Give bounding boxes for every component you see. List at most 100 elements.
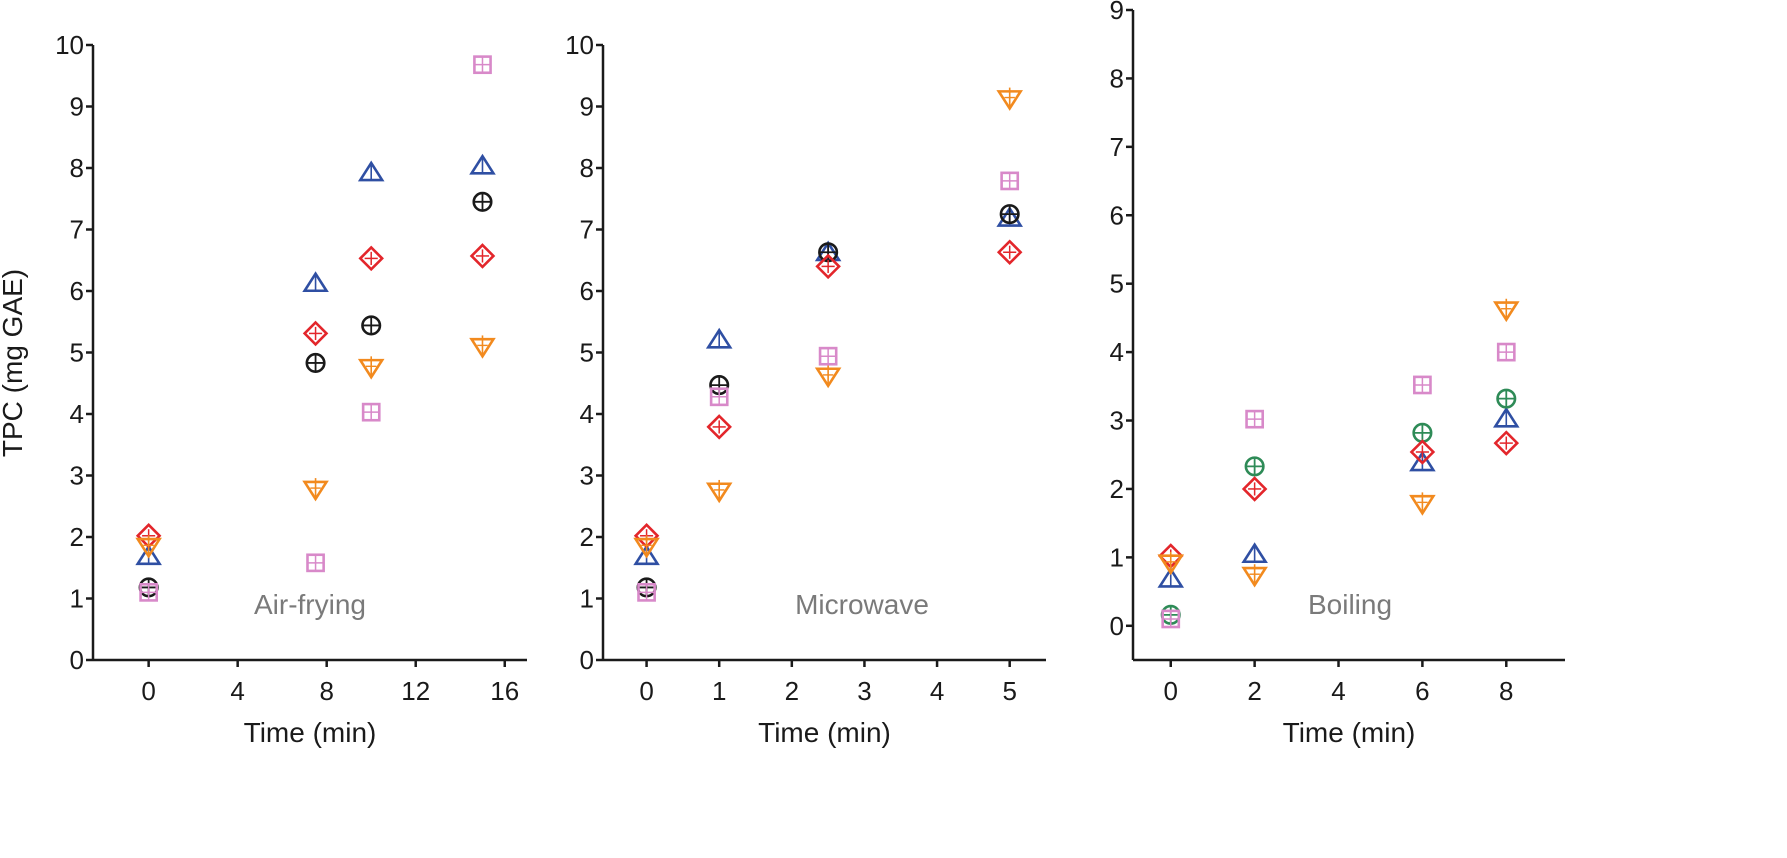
air-frying-point-circle <box>472 191 493 212</box>
microwave-y-tick-label: 5 <box>580 338 594 368</box>
boiling-panel-label: Boiling <box>1308 589 1392 620</box>
microwave-y-tick-label: 6 <box>580 276 594 306</box>
air-frying-point-square <box>306 553 325 573</box>
air-frying-x-tick-label: 4 <box>230 676 244 706</box>
panel-boiling: 01234567891002468Time (min)Boiling <box>1110 0 1565 748</box>
air-frying-x-axis-title: Time (min) <box>244 717 377 748</box>
microwave-x-tick-label: 2 <box>785 676 799 706</box>
air-frying-point-triangle-up <box>469 153 496 175</box>
microwave-point-circle <box>818 242 839 263</box>
microwave-point-triangle-down <box>705 479 733 504</box>
boiling-point-triangle-up <box>1241 542 1268 564</box>
boiling-point-diamond <box>1493 430 1520 456</box>
boiling-point-circle <box>1244 456 1265 477</box>
air-frying-panel-label: Air-frying <box>254 589 366 620</box>
boiling-x-tick-label: 4 <box>1331 676 1345 706</box>
microwave-point-square <box>818 346 838 366</box>
air-frying-y-tick-label: 4 <box>70 399 84 429</box>
microwave-y-tick-label: 3 <box>580 461 594 491</box>
microwave-x-axis-title: Time (min) <box>758 717 891 748</box>
boiling-point-diamond <box>1409 439 1436 465</box>
microwave-x-tick-label: 1 <box>712 676 726 706</box>
air-frying-y-tick-label: 6 <box>70 276 84 306</box>
boiling-y-tick-label: 2 <box>1110 474 1124 504</box>
boiling-y-tick-label: 6 <box>1110 200 1124 230</box>
air-frying-point-triangle-down <box>469 335 496 359</box>
air-frying-point-diamond <box>358 245 384 272</box>
y-axis-title: TPC (mg GAE) <box>0 269 28 457</box>
air-frying-point-circle <box>305 352 326 373</box>
microwave-y-tick-label: 4 <box>580 399 594 429</box>
boiling-point-square <box>1161 609 1181 629</box>
microwave-point-diamond <box>996 239 1023 266</box>
air-frying-y-tick-label: 8 <box>70 153 84 183</box>
boiling-x-axis-title: Time (min) <box>1283 717 1416 748</box>
microwave-point-diamond <box>815 253 841 280</box>
boiling-point-square <box>1245 409 1265 429</box>
air-frying-point-circle <box>361 315 382 336</box>
boiling-point-triangle-down <box>1492 298 1520 323</box>
boiling-x-tick-label: 8 <box>1499 676 1513 706</box>
microwave-y-tick-label: 0 <box>580 645 594 675</box>
boiling-point-square <box>1496 342 1516 362</box>
air-frying-y-tick-label: 5 <box>70 338 84 368</box>
microwave-point-triangle-down <box>996 87 1023 111</box>
boiling-y-tick-label: 9 <box>1110 0 1124 25</box>
air-frying-x-tick-label: 12 <box>401 676 430 706</box>
boiling-point-circle <box>1412 422 1433 443</box>
microwave-x-tick-label: 0 <box>639 676 653 706</box>
boiling-y-tick-label: 3 <box>1110 406 1124 436</box>
microwave-y-tick-label: 7 <box>580 215 594 245</box>
boiling-x-tick-label: 2 <box>1247 676 1261 706</box>
microwave-point-circle <box>999 204 1020 225</box>
air-frying-point-square <box>139 582 159 602</box>
air-frying-point-diamond <box>302 320 329 347</box>
boiling-y-tick-label: 1 <box>1110 542 1124 572</box>
air-frying-y-tick-label: 7 <box>70 215 84 245</box>
air-frying-y-tick-label: 0 <box>70 645 84 675</box>
microwave-point-square <box>1000 171 1020 191</box>
microwave-point-triangle-down <box>633 535 660 559</box>
panel-microwave: 0 1 2 3 4 5 6 7 8 9 10 0 1 2 3 4 5 Time (min) Microwave <box>565 30 1046 748</box>
air-frying-y-tick-label: 10 <box>55 30 84 60</box>
microwave-y-tick-label: 10 <box>565 30 594 60</box>
microwave-y-tick-label: 8 <box>580 153 594 183</box>
microwave-panel-label: Microwave <box>795 589 929 620</box>
microwave-point-square <box>637 582 656 602</box>
microwave-x-tick-label: 4 <box>930 676 944 706</box>
air-frying-point-triangle-up <box>302 271 329 293</box>
air-frying-y-tick-label: 9 <box>70 92 84 122</box>
microwave-y-tick-label: 1 <box>580 584 594 614</box>
boiling-point-triangle-down <box>1409 492 1436 516</box>
air-frying-point-diamond <box>469 243 496 269</box>
boiling-y-tick-label: 8 <box>1110 63 1124 93</box>
boiling-y-tick-label: 7 <box>1110 132 1124 162</box>
boiling-point-circle <box>1496 388 1517 409</box>
microwave-y-tick-label: 2 <box>580 522 594 552</box>
air-frying-x-tick-label: 8 <box>319 676 333 706</box>
air-frying-point-square <box>361 402 381 422</box>
microwave-x-tick-label: 5 <box>1002 676 1016 706</box>
boiling-y-tick-label: 0 <box>1110 611 1124 641</box>
boiling-point-diamond <box>1241 476 1268 502</box>
microwave-x-tick-label: 3 <box>857 676 871 706</box>
air-frying-point-triangle-down <box>302 478 329 502</box>
boiling-x-tick-label: 6 <box>1415 676 1429 706</box>
microwave-point-square <box>709 387 729 407</box>
boiling-y-tick-label: 5 <box>1110 269 1124 299</box>
microwave-point-triangle-down <box>814 364 842 389</box>
air-frying-x-tick-label: 0 <box>141 676 155 706</box>
air-frying-point-triangle-down <box>135 535 162 559</box>
boiling-point-square <box>1413 375 1432 395</box>
air-frying-y-tick-label: 3 <box>70 461 84 491</box>
microwave-point-diamond <box>706 414 732 440</box>
microwave-y-tick-label: 9 <box>580 92 594 122</box>
air-frying-point-triangle-up <box>357 160 385 182</box>
boiling-point-triangle-up <box>1492 406 1520 428</box>
air-frying-y-tick-label: 2 <box>70 522 84 552</box>
boiling-y-tick-label: 4 <box>1110 337 1124 367</box>
air-frying-y-tick-label: 1 <box>70 584 84 614</box>
air-frying-point-triangle-down <box>357 356 385 380</box>
